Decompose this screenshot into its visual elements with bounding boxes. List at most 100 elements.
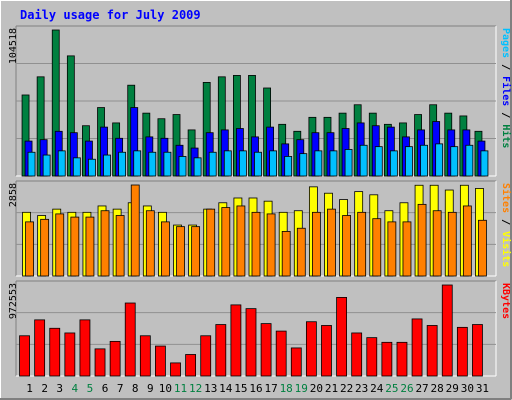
bar-sites-day-30 <box>462 205 472 277</box>
bar-pages-day-5 <box>88 158 96 177</box>
bar-sites-day-11 <box>176 226 185 277</box>
bar-sites-day-7 <box>115 215 125 277</box>
bar-sites-day-28 <box>432 210 442 277</box>
bar-pages-day-30 <box>465 144 474 177</box>
bar-kbytes-day-28 <box>426 325 438 377</box>
x-tick-label-day-3: 3 <box>56 382 63 395</box>
bar-kbytes-day-1 <box>19 335 30 377</box>
x-tick-label-day-25: 25 <box>385 382 398 395</box>
bar-pages-day-26 <box>405 146 413 177</box>
bar-pages-day-13 <box>208 151 217 177</box>
bar-pages-day-1 <box>27 151 36 177</box>
bar-pages-day-25 <box>389 150 398 177</box>
bar-kbytes-day-12 <box>185 354 197 377</box>
panel-kbytes: 972553 KBytes <box>8 280 511 377</box>
bar-kbytes-day-20 <box>305 321 317 377</box>
legend-item-visits: Visits <box>500 231 512 267</box>
bar-pages-day-27 <box>420 144 428 177</box>
x-tick-label-day-31: 31 <box>476 382 489 395</box>
bar-sites-day-10 <box>161 221 170 277</box>
bar-sites-day-15 <box>236 205 246 277</box>
legend: KBytes <box>500 283 511 319</box>
bar-pages-day-16 <box>254 151 262 177</box>
bar-kbytes-day-23 <box>351 332 363 377</box>
bar-kbytes-day-22 <box>336 297 347 377</box>
chart-title: Daily usage for July 2009 <box>20 8 201 22</box>
x-tick-label-day-7: 7 <box>117 382 124 395</box>
x-tick-label-day-15: 15 <box>234 382 247 395</box>
bar-sites-day-24 <box>372 218 382 277</box>
x-tick-label-day-28: 28 <box>431 382 444 395</box>
bar-sites-day-26 <box>402 221 412 277</box>
bar-pages-day-24 <box>374 146 383 177</box>
bar-sites-day-17 <box>266 213 276 277</box>
x-tick-label-day-23: 23 <box>355 382 368 395</box>
legend-item-sites: Sites <box>500 183 512 213</box>
bar-pages-day-4 <box>72 157 81 177</box>
bar-sites-day-5 <box>85 216 95 277</box>
y-max-label: 2858 <box>8 183 19 207</box>
chart-panels: 104518 Pages / Files / Hits 2858 Sites / Vi… <box>8 25 512 377</box>
bar-pages-day-12 <box>193 157 202 177</box>
x-tick-label-day-14: 14 <box>219 382 233 395</box>
bar-pages-day-7 <box>118 151 127 177</box>
bar-kbytes-day-11 <box>170 362 181 377</box>
x-tick-label-day-11: 11 <box>174 382 187 395</box>
x-tick-label-day-22: 22 <box>340 382 353 395</box>
legend-item-files: Files <box>500 76 512 106</box>
legend-item-pages: Pages <box>500 28 511 58</box>
legend-item-kbytes: KBytes <box>500 283 511 319</box>
legend-item-hits: Hits <box>500 124 512 148</box>
bar-sites-day-21 <box>327 208 336 277</box>
x-tick-label-day-18: 18 <box>280 382 293 395</box>
bar-pages-day-17 <box>269 150 277 177</box>
bar-sites-day-3 <box>55 213 65 277</box>
x-tick-label-day-26: 26 <box>400 382 413 395</box>
bar-pages-day-2 <box>42 154 51 177</box>
bar-kbytes-day-29 <box>441 284 453 377</box>
bar-kbytes-day-19 <box>290 347 302 377</box>
bar-sites-day-19 <box>296 227 306 277</box>
bar-pages-day-19 <box>299 153 308 177</box>
bar-sites-day-23 <box>357 211 367 277</box>
legend-separator: / <box>500 58 511 76</box>
x-tick-label-day-9: 9 <box>147 382 154 395</box>
bar-kbytes-day-27 <box>411 318 423 377</box>
x-tick-label-day-24: 24 <box>370 382 384 395</box>
x-tick-label-day-12: 12 <box>189 382 202 395</box>
panel-visits-sites: 2858 Sites / Visits <box>8 180 512 277</box>
bar-kbytes-day-8 <box>124 302 136 377</box>
x-tick-label-day-30: 30 <box>461 382 474 395</box>
bar-sites-day-4 <box>70 216 80 277</box>
bar-pages-day-14 <box>223 150 232 177</box>
bar-pages-day-22 <box>344 149 353 177</box>
bar-pages-day-6 <box>103 154 111 177</box>
x-tick-label-day-13: 13 <box>204 382 217 395</box>
bar-kbytes-day-9 <box>139 335 151 377</box>
bar-kbytes-day-17 <box>260 323 272 377</box>
bar-kbytes-day-10 <box>155 345 166 377</box>
bar-sites-day-8 <box>130 184 140 277</box>
bar-sites-day-25 <box>387 221 397 277</box>
bar-kbytes-day-24 <box>366 337 378 377</box>
x-tick-label-day-19: 19 <box>295 382 308 395</box>
x-tick-label-day-29: 29 <box>446 382 459 395</box>
bar-kbytes-day-21 <box>321 325 332 377</box>
panel-hits-files-pages: 104518 Pages / Files / Hits <box>8 25 512 177</box>
x-tick-label-day-16: 16 <box>249 382 262 395</box>
bar-pages-day-18 <box>284 156 293 177</box>
bar-kbytes-day-2 <box>34 319 46 377</box>
bar-sites-day-27 <box>417 203 427 277</box>
bar-kbytes-day-7 <box>109 340 121 377</box>
bar-sites-day-22 <box>342 215 351 277</box>
x-tick-label-day-8: 8 <box>132 382 139 395</box>
x-tick-label-day-5: 5 <box>87 382 94 395</box>
x-tick-label-day-21: 21 <box>325 382 338 395</box>
y-max-label: 972553 <box>8 283 19 319</box>
bar-pages-day-11 <box>178 156 187 177</box>
x-tick-label-day-6: 6 <box>102 382 109 395</box>
bar-sites-day-12 <box>191 226 201 277</box>
bar-sites-day-14 <box>221 207 231 277</box>
x-tick-label-day-1: 1 <box>26 382 33 395</box>
